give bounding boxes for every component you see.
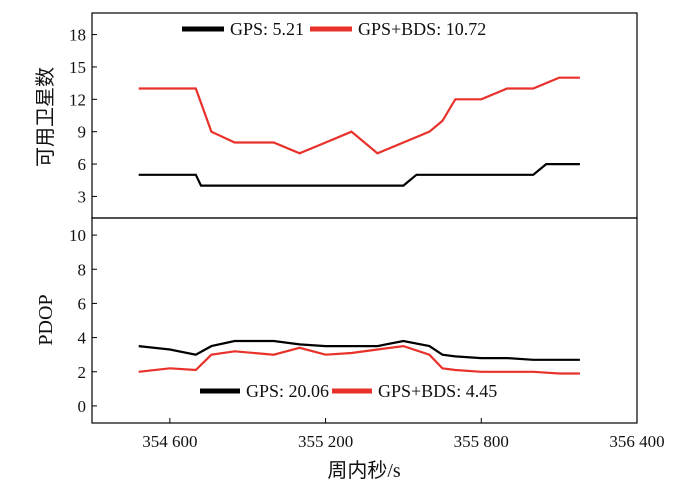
x-tick-label: 354 600 bbox=[142, 432, 197, 451]
y-tick-label-bottom: 2 bbox=[78, 363, 87, 382]
x-axis-title: 周内秒/s bbox=[327, 459, 401, 482]
series-line-top-gps bbox=[138, 163, 580, 187]
y-axis-title-satellites: 可用卫星数 bbox=[34, 67, 57, 167]
legend-label-gps: GPS: 20.06 bbox=[246, 381, 329, 401]
y-tick-label-top: 15 bbox=[69, 58, 86, 77]
x-tick-label: 356 400 bbox=[609, 432, 664, 451]
plot-frame-bottom bbox=[91, 217, 638, 424]
y-axis-title-pdop: PDOP bbox=[35, 294, 57, 345]
y-tick-label-top: 3 bbox=[78, 187, 87, 206]
y-tick-label-bottom: 0 bbox=[78, 397, 87, 416]
series-line-top-gps-bds bbox=[138, 76, 580, 155]
y-tick-label-top: 18 bbox=[69, 26, 86, 45]
series-line-bottom-gps-bds bbox=[138, 344, 580, 375]
y-tick-label-bottom: 8 bbox=[78, 260, 87, 279]
y-tick-label-bottom: 6 bbox=[78, 294, 87, 313]
y-tick-label-bottom: 10 bbox=[69, 226, 86, 245]
y-tick-label-top: 6 bbox=[78, 155, 87, 174]
x-tick-label: 355 200 bbox=[298, 432, 353, 451]
panel-pdop: 0 2 4 6 8 10 354 600 355 200 355 800 356 400 bbox=[69, 217, 665, 451]
panel-satellite-count: 3 6 9 12 15 18 bbox=[69, 12, 638, 219]
legend-bottom: GPS: 20.06 GPS+BDS: 4.45 bbox=[200, 381, 497, 401]
legend-label-gps-bds: GPS+BDS: 10.72 bbox=[358, 19, 486, 39]
legend-top: GPS: 5.21 GPS+BDS: 10.72 bbox=[182, 19, 486, 39]
series-line-bottom-gps bbox=[138, 339, 580, 361]
y-tick-label-top: 9 bbox=[78, 123, 87, 142]
legend-label-gps: GPS: 5.21 bbox=[230, 19, 304, 39]
plot-frame-top bbox=[91, 12, 638, 219]
y-tick-label-bottom: 4 bbox=[78, 329, 87, 348]
x-tick-label: 355 800 bbox=[454, 432, 509, 451]
y-tick-label-top: 12 bbox=[69, 90, 86, 109]
legend-label-gps-bds: GPS+BDS: 4.45 bbox=[378, 381, 497, 401]
